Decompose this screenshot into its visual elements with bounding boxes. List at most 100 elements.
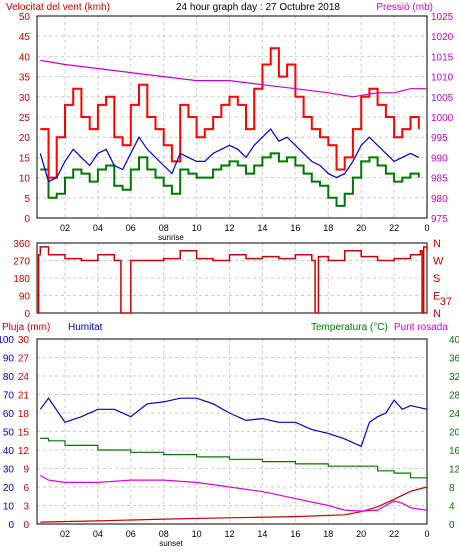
wind-tick-label: 15 (19, 153, 31, 164)
temperature-time-tick-label: 04 (93, 529, 103, 539)
temperature-tick-label: 4 (449, 502, 455, 513)
time-tick-label: 08 (159, 223, 169, 233)
temperature-time-tick-label: 06 (126, 529, 136, 539)
rain-tick-label: 9 (23, 465, 29, 476)
wind-mean-line (39, 128, 420, 183)
direction-plot-frame (36, 242, 428, 314)
wind-time-ticks: 02 04 06 08 10 12 14 16 18 20 22 0 (60, 223, 430, 233)
wind-series (39, 47, 427, 207)
rain-line (40, 486, 428, 523)
rain-tick-label: 30 (18, 335, 30, 346)
pressure-tick-label: 1020 (431, 32, 454, 43)
wind-tick-label: 45 (19, 32, 31, 43)
rain-tick-label: 0 (23, 520, 29, 531)
pressure-tick-label: 1015 (431, 52, 454, 63)
time-tick-label: 0 (424, 223, 429, 233)
wind-tick-label: 0 (24, 214, 30, 225)
temperature-time-tick-label: 20 (356, 529, 366, 539)
humidity-axis-ticks: 0 10 20 30 40 50 60 70 80 90 100 (0, 335, 14, 531)
humidity-tick-label: 20 (3, 483, 15, 494)
pressure-axis-label: Pressió (mb) (376, 2, 433, 13)
rain-tick-label: 18 (18, 409, 30, 420)
direction-tick-label: 180 (13, 274, 30, 285)
humidity-line (39, 397, 428, 448)
direction-grid (37, 243, 428, 313)
wind-tick-label: 20 (19, 133, 31, 144)
temperature-grid (37, 339, 428, 524)
temperature-time-tick-label: 08 (159, 529, 169, 539)
pressure-line (40, 59, 427, 98)
temperature-time-tick-label: 22 (389, 529, 399, 539)
dewpoint-line (40, 474, 428, 512)
last-direction-value: 37 (440, 296, 452, 308)
temperature-axis-label: Temperatura (°C) (311, 322, 388, 333)
rain-tick-label: 21 (18, 391, 30, 402)
pressure-tick-label: 1025 (431, 12, 454, 23)
sunrise-marker-label: sunrise (158, 233, 184, 242)
temperature-time-tick-label: 18 (323, 529, 333, 539)
wind-tick-label: 25 (19, 113, 31, 124)
direction-series (37, 246, 428, 314)
pressure-tick-label: 980 (431, 194, 448, 205)
direction-line (37, 246, 428, 314)
time-tick-label: 16 (290, 223, 300, 233)
temperature-time-tick-label: 0 (424, 529, 429, 539)
temperature-tick-label: 8 (449, 483, 455, 494)
time-tick-label: 12 (225, 223, 235, 233)
temperature-time-tick-label: 10 (192, 529, 202, 539)
humidity-tick-label: 70 (3, 391, 15, 402)
wind-tick-label: 50 (19, 12, 31, 23)
temperature-tick-label: 36 (449, 354, 459, 365)
humidity-tick-label: 40 (3, 446, 15, 457)
humidity-tick-label: 50 (3, 428, 15, 439)
time-tick-label: 18 (323, 223, 333, 233)
time-tick-label: 20 (356, 223, 366, 233)
rain-axis-label: Pluja (mm) (2, 322, 50, 333)
wind-plot-frame (36, 15, 428, 219)
temperature-time-tick-label: 02 (60, 529, 70, 539)
temperature-tick-label: 28 (449, 391, 459, 402)
rain-tick-label: 6 (23, 483, 29, 494)
rain-tick-label: 15 (18, 428, 30, 439)
humidity-tick-label: 90 (3, 354, 15, 365)
temperature-line (40, 437, 427, 479)
wind-tick-label: 35 (19, 73, 31, 84)
humidity-axis-label: Humitat (68, 322, 103, 333)
compass-label: E (433, 291, 440, 303)
pressure-tick-label: 1010 (431, 73, 454, 84)
time-tick-label: 04 (93, 223, 103, 233)
rain-tick-label: 24 (18, 372, 30, 383)
direction-tick-label: 0 (24, 309, 30, 320)
direction-tick-label: 270 (13, 257, 30, 268)
direction-degree-ticks: 0 90 180 270 360 (13, 239, 30, 320)
compass-label: N (433, 308, 441, 320)
temperature-tick-label: 12 (449, 465, 459, 476)
rain-tick-label: 3 (23, 502, 29, 513)
wind-gust-line (40, 47, 420, 179)
pressure-tick-label: 995 (431, 133, 448, 144)
time-tick-label: 02 (60, 223, 70, 233)
wind-axis-label: Velocitat del vent (kmh) (6, 2, 110, 13)
compass-label: W (433, 256, 444, 268)
temperature-tick-label: 24 (449, 409, 459, 420)
wind-tick-label: 10 (19, 174, 31, 185)
direction-tick-label: 360 (13, 239, 30, 250)
humidity-tick-label: 30 (3, 465, 15, 476)
pressure-tick-label: 1005 (431, 93, 454, 104)
time-tick-label: 22 (389, 223, 399, 233)
wind-tick-label: 5 (24, 194, 30, 205)
temperature-axis-ticks: 0 4 8 12 16 20 24 28 32 36 40 (449, 335, 459, 531)
temperature-time-tick-label: 14 (257, 529, 267, 539)
rain-tick-label: 12 (18, 446, 30, 457)
pressure-tick-label: 975 (431, 214, 448, 225)
rain-tick-label: 27 (18, 354, 30, 365)
pressure-tick-label: 985 (431, 174, 448, 185)
wind-low-line (40, 152, 420, 207)
temperature-time-ticks: 02 04 06 08 10 12 14 16 18 20 22 0 (60, 529, 430, 539)
dewpoint-axis-label: Punt rosada (394, 322, 448, 333)
